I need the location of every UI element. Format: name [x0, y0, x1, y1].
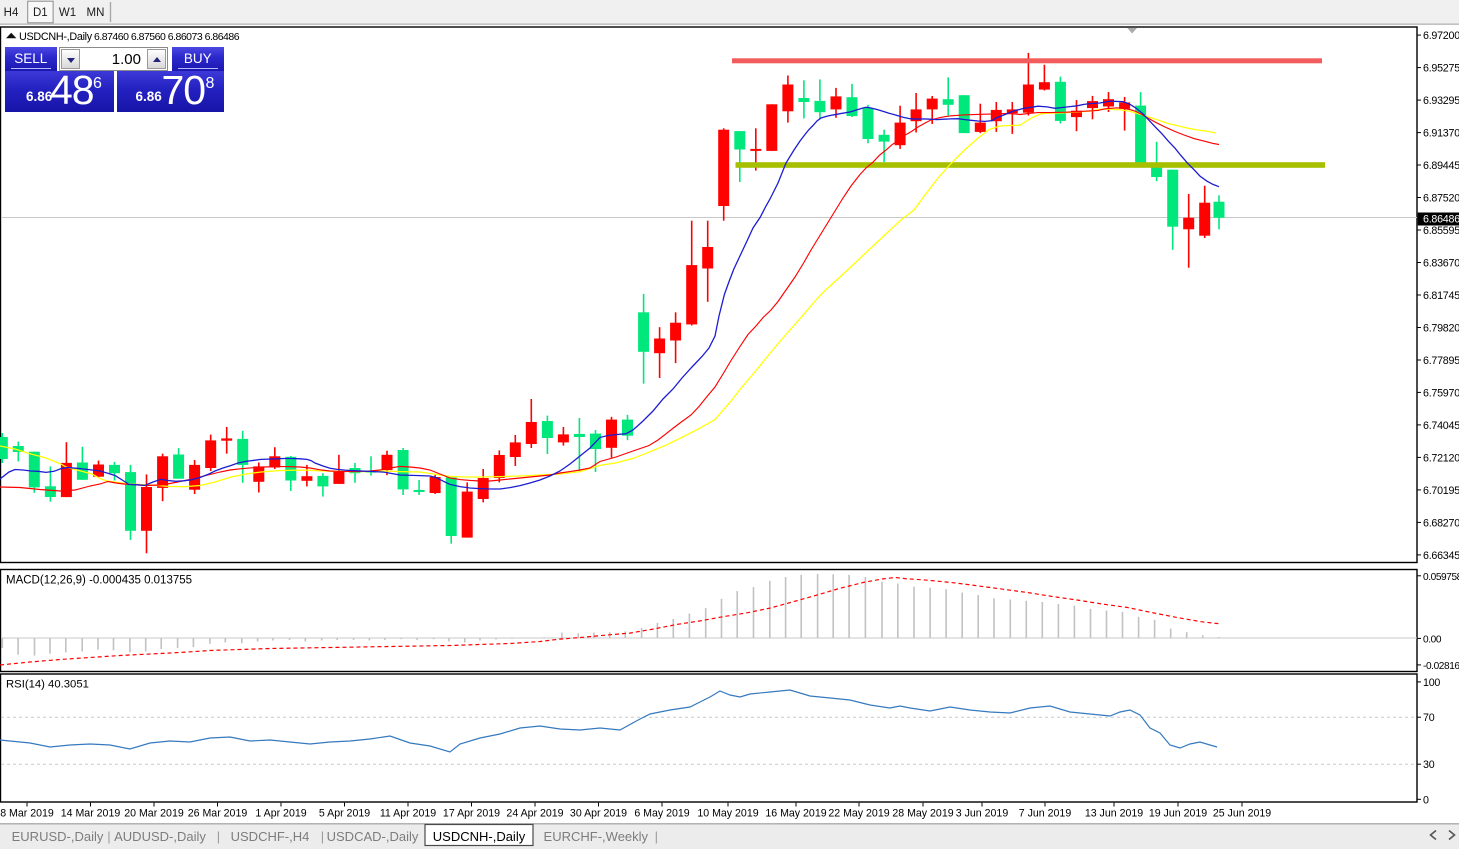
svg-text:W1: W1	[59, 7, 76, 19]
svg-text:EURUSD-,Daily: EURUSD-,Daily	[12, 829, 104, 844]
svg-text:0.00: 0.00	[1423, 634, 1442, 645]
svg-text:6.79820: 6.79820	[1423, 323, 1459, 335]
svg-text:6.72120: 6.72120	[1423, 452, 1459, 464]
svg-text:H4: H4	[4, 7, 19, 19]
svg-text:6.75970: 6.75970	[1423, 387, 1459, 399]
svg-text:30 Apr 2019: 30 Apr 2019	[570, 808, 627, 820]
svg-text:6.83670: 6.83670	[1423, 258, 1459, 270]
svg-text:USDCNH-,Daily: USDCNH-,Daily	[433, 829, 526, 844]
svg-text:RSI(14) 40.3051: RSI(14) 40.3051	[6, 679, 89, 691]
svg-text:11 Apr 2019: 11 Apr 2019	[380, 808, 436, 820]
svg-text:6 May 2019: 6 May 2019	[634, 808, 689, 820]
svg-text:EURCHF-,Weekly: EURCHF-,Weekly	[544, 829, 649, 844]
svg-text:13 Jun 2019: 13 Jun 2019	[1085, 808, 1143, 820]
svg-text:6.93295: 6.93295	[1423, 95, 1459, 107]
svg-text:MN: MN	[87, 7, 105, 19]
svg-text:AUDUSD-,Daily: AUDUSD-,Daily	[114, 829, 206, 844]
svg-text:6.87460 6.87560 6.86073 6.8648: 6.87460 6.87560 6.86073 6.86486	[94, 31, 240, 43]
svg-text:17 Apr 2019: 17 Apr 2019	[443, 808, 500, 820]
svg-text:8 Mar 2019: 8 Mar 2019	[0, 808, 54, 820]
svg-text:16 May 2019: 16 May 2019	[765, 808, 826, 820]
svg-text:5 Apr 2019: 5 Apr 2019	[319, 808, 370, 820]
svg-text:7 Jun 2019: 7 Jun 2019	[1019, 808, 1072, 820]
svg-text:MACD(12,26,9) -0.000435 0.0137: MACD(12,26,9) -0.000435 0.013755	[6, 575, 192, 587]
svg-text:|: |	[321, 829, 324, 844]
svg-text:28 May 2019: 28 May 2019	[892, 808, 953, 820]
svg-text:D1: D1	[33, 7, 48, 19]
svg-text:14 Mar 2019: 14 Mar 2019	[61, 808, 121, 820]
svg-text:USDCNH-,Daily: USDCNH-,Daily	[19, 31, 93, 43]
svg-text:6.66345: 6.66345	[1423, 550, 1459, 562]
svg-text:|: |	[107, 829, 110, 844]
svg-text:6.81745: 6.81745	[1423, 290, 1459, 302]
svg-text:6.74045: 6.74045	[1423, 420, 1459, 432]
svg-text:19 Jun 2019: 19 Jun 2019	[1149, 808, 1207, 820]
svg-text:70: 70	[1423, 712, 1435, 724]
svg-text:6.77895: 6.77895	[1423, 355, 1459, 367]
svg-text:|: |	[655, 829, 658, 844]
svg-text:26 Mar 2019: 26 Mar 2019	[188, 808, 248, 820]
svg-text:6.85595: 6.85595	[1423, 225, 1459, 237]
svg-text:6.91370: 6.91370	[1423, 128, 1459, 140]
svg-text:6.97200: 6.97200	[1423, 30, 1459, 42]
svg-text:30: 30	[1423, 759, 1435, 771]
svg-text:0: 0	[1423, 794, 1429, 806]
svg-text:6.95275: 6.95275	[1423, 63, 1459, 75]
svg-text:USDCHF-,H4: USDCHF-,H4	[231, 829, 310, 844]
svg-text:100: 100	[1423, 677, 1440, 689]
svg-text:6.70195: 6.70195	[1423, 485, 1459, 497]
svg-text:1 Apr 2019: 1 Apr 2019	[255, 808, 306, 820]
svg-text:0.059758: 0.059758	[1423, 572, 1459, 583]
svg-text:6.68270: 6.68270	[1423, 517, 1459, 529]
svg-text:USDCAD-,Daily: USDCAD-,Daily	[327, 829, 419, 844]
svg-text:24 Apr 2019: 24 Apr 2019	[506, 808, 563, 820]
svg-text:10 May 2019: 10 May 2019	[697, 808, 758, 820]
svg-text:6.86486: 6.86486	[1423, 214, 1459, 226]
svg-text:22 May 2019: 22 May 2019	[828, 808, 889, 820]
svg-text:6.89445: 6.89445	[1423, 160, 1459, 172]
svg-text:|: |	[217, 829, 220, 844]
svg-text:6.87520: 6.87520	[1423, 193, 1459, 205]
svg-text:3 Jun 2019: 3 Jun 2019	[956, 808, 1009, 820]
svg-text:25 Jun 2019: 25 Jun 2019	[1213, 808, 1271, 820]
svg-text:20 Mar 2019: 20 Mar 2019	[124, 808, 184, 820]
svg-text:-0.02816: -0.02816	[1423, 661, 1459, 672]
